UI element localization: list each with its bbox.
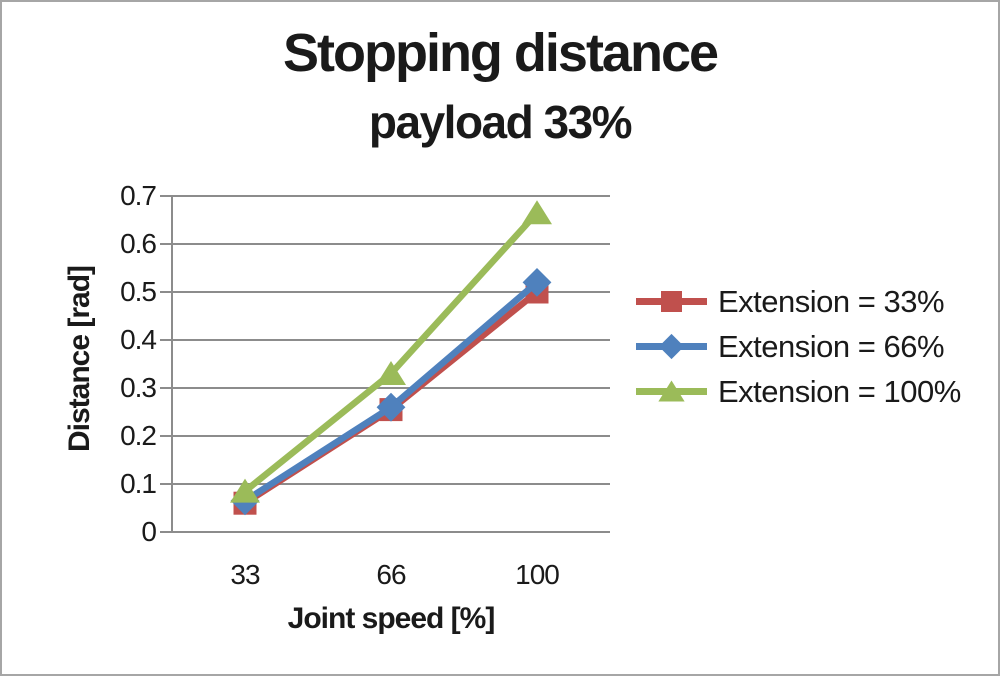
y-tick-label-0: 0: [141, 516, 157, 547]
chart-title: Stopping distance: [282, 23, 719, 83]
legend-diamond-marker-icon: [658, 333, 685, 360]
legend-label: Extension = 66%: [718, 328, 945, 364]
y-axis-title: Distance [rad]: [63, 265, 96, 453]
y-tick-label-0.6: 0.6: [120, 228, 157, 259]
data-point-triangle-marker-icon: [376, 361, 406, 385]
y-tick-label-0.4: 0.4: [120, 324, 157, 355]
y-tick-label-0.7: 0.7: [120, 180, 157, 211]
data-point-diamond-marker-icon: [376, 392, 406, 422]
y-tick-label-0.1: 0.1: [120, 468, 157, 499]
y-tick-label-0.5: 0.5: [120, 276, 157, 307]
legend-key: [636, 380, 707, 402]
legend-label: Extension = 33%: [718, 283, 945, 319]
data-point-triangle-marker-icon: [230, 478, 260, 503]
chart-subtitle: payload 33%: [368, 96, 633, 148]
legend: Extension = 33% Extension = 66% Extension …: [635, 279, 961, 414]
series-extension-66-: [230, 268, 552, 516]
y-tick-label-0.2: 0.2: [120, 420, 157, 451]
series-line: [242, 210, 540, 494]
legend-key: [636, 333, 707, 360]
legend-label: Extension = 100%: [718, 373, 961, 409]
legend-item-extension-66-: Extension = 66%: [635, 324, 961, 369]
data-point-diamond-marker-icon: [522, 268, 552, 297]
series-line: [243, 279, 540, 504]
x-tick-label-33: 33: [230, 559, 260, 590]
legend-key: [636, 291, 707, 312]
data-point-triangle-marker-icon: [522, 200, 552, 225]
legend-item-extension-33-: Extension = 33%: [635, 279, 961, 324]
legend-triangle-marker-icon: [658, 380, 685, 402]
x-tick-label-66: 66: [376, 559, 406, 590]
x-tick-label-100: 100: [515, 559, 560, 590]
y-tick-label-0.3: 0.3: [120, 372, 157, 403]
legend-item-extension-100-: Extension = 100%: [635, 369, 961, 414]
x-axis-title: Joint speed [%]: [287, 602, 496, 635]
legend-square-marker-icon: [661, 291, 682, 312]
series-extension-100-: [230, 200, 552, 503]
